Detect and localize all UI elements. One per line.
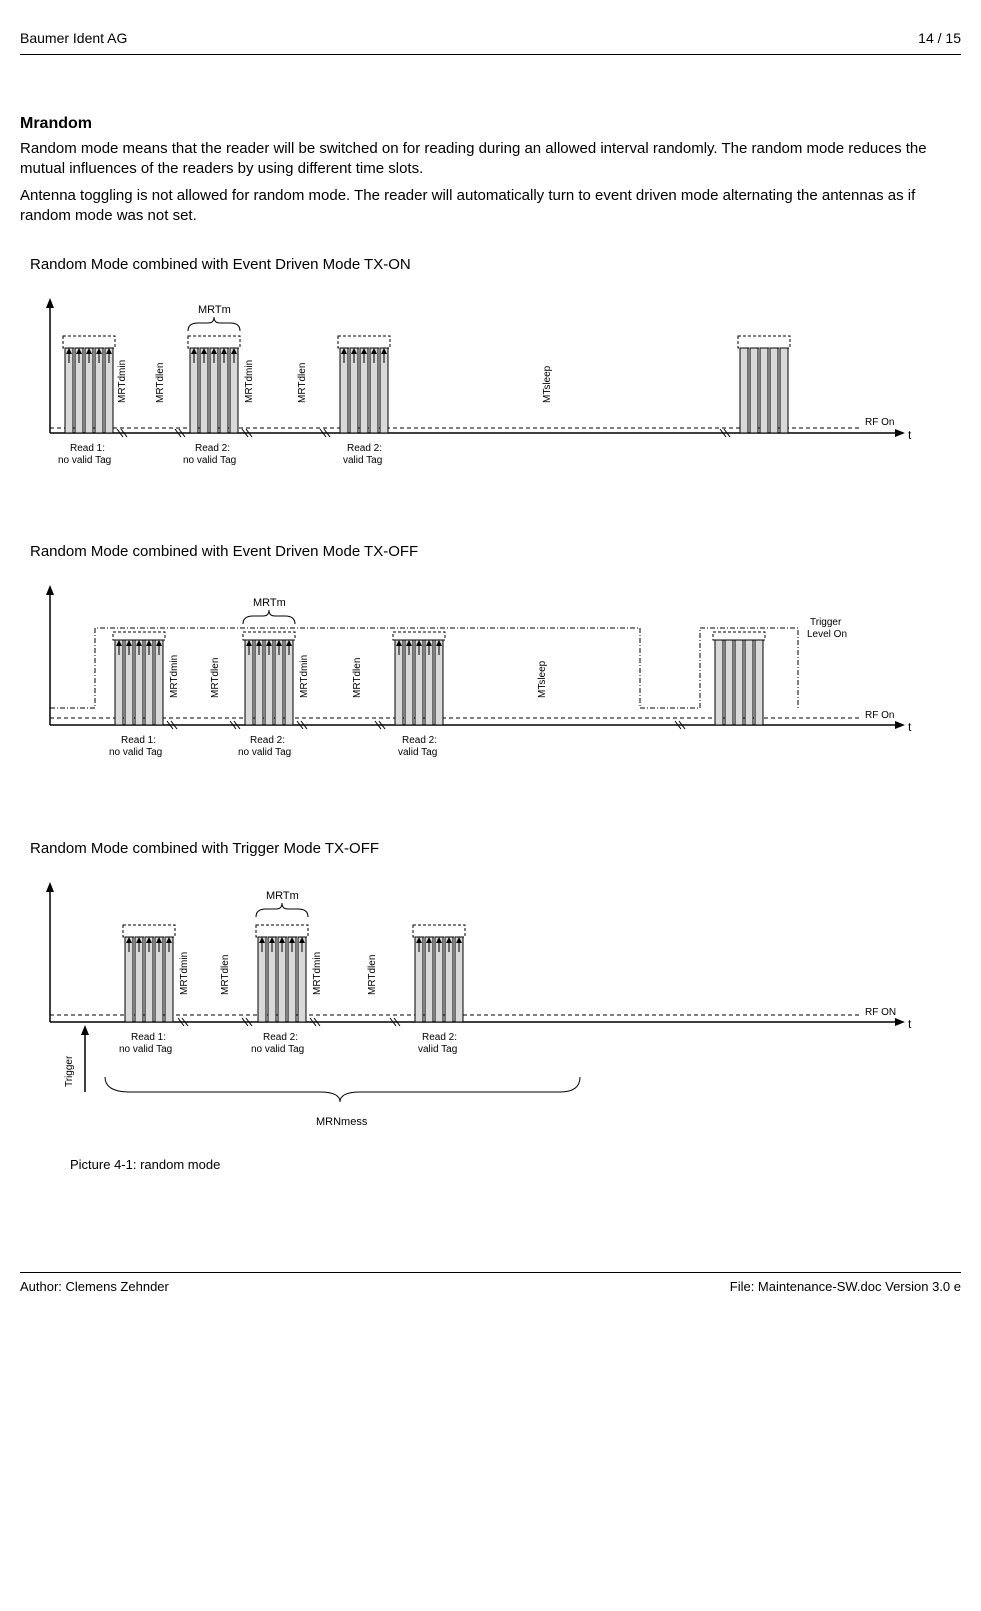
d3-mrtm: MRTm (266, 890, 299, 902)
d1-g4 (738, 336, 790, 433)
d2-mrtdmin1: MRTdmin (169, 655, 180, 698)
d1-g3 (338, 336, 390, 433)
d3-r3b: valid Tag (418, 1044, 457, 1055)
diagram-1: Random Mode combined with Event Driven M… (20, 256, 961, 483)
footer-right: File: Maintenance-SW.doc Version 3.0 e (730, 1279, 961, 1294)
d3-mrnmess: MRNmess (316, 1116, 368, 1128)
d3-t: t (908, 1017, 912, 1031)
d3-r1b: no valid Tag (119, 1044, 172, 1055)
d3-mrtdmin2: MRTdmin (312, 952, 323, 995)
d2-r1a: Read 1: (121, 735, 156, 746)
section-para2: Antenna toggling is not allowed for rand… (20, 186, 961, 227)
d1-mrtm: MRTm (198, 304, 231, 316)
diagram-3: Random Mode combined with Trigger Mode T… (20, 840, 961, 1172)
d2-trig1: Trigger (810, 617, 842, 628)
d2-r2a: Read 2: (250, 735, 285, 746)
d3-rfon: RF ON (865, 1007, 896, 1018)
d3-mrtdlen1: MRTdlen (220, 955, 231, 995)
d1-r3b: valid Tag (343, 455, 382, 466)
d1-mtsleep: MTsleep (542, 365, 553, 403)
diagram-2-title: Random Mode combined with Event Driven M… (30, 543, 961, 560)
d1-mrtdmin1: MRTdmin (117, 360, 128, 403)
d1-mrtdlen2: MRTdlen (297, 363, 308, 403)
d1-g2 (188, 336, 240, 433)
section-para1: Random mode means that the reader will b… (20, 139, 961, 180)
d1-r2b: no valid Tag (183, 455, 236, 466)
d1-r3a: Read 2: (347, 443, 382, 454)
diagram-2: Random Mode combined with Event Driven M… (20, 543, 961, 780)
d2-r2b: no valid Tag (238, 747, 291, 758)
d2-r3a: Read 2: (402, 735, 437, 746)
d3-mrtdmin1: MRTdmin (179, 952, 190, 995)
rf-on-label: RF On (865, 417, 894, 428)
d2-mrtdmin2: MRTdmin (299, 655, 310, 698)
d1-mrtdlen1: MRTdlen (155, 363, 166, 403)
d3-r2a: Read 2: (263, 1032, 298, 1043)
d2-trig2: Level On (807, 629, 847, 640)
d1-r1b: no valid Tag (58, 455, 111, 466)
d3-r3a: Read 2: (422, 1032, 457, 1043)
diagram-1-title: Random Mode combined with Event Driven M… (30, 256, 961, 273)
d2-rfon: RF On (865, 710, 894, 721)
page-footer: Author: Clemens Zehnder File: Maintenanc… (20, 1272, 961, 1294)
diagram-1-svg: t RF On (20, 283, 940, 483)
d2-mrtm: MRTm (253, 597, 286, 609)
section: Mrandom Random mode means that the reade… (20, 115, 961, 226)
d1-r2a: Read 2: (195, 443, 230, 454)
d2-mtsleep: MTsleep (537, 660, 548, 698)
d3-trigger: Trigger (64, 1055, 75, 1087)
d2-t: t (908, 720, 912, 734)
d2-r1b: no valid Tag (109, 747, 162, 758)
footer-left: Author: Clemens Zehnder (20, 1279, 169, 1294)
d3-mrtdlen2: MRTdlen (367, 955, 378, 995)
diagram-3-title: Random Mode combined with Trigger Mode T… (30, 840, 961, 857)
d2-mrtdlen2: MRTdlen (352, 658, 363, 698)
header-right: 14 / 15 (918, 30, 961, 46)
d1-g1 (63, 336, 115, 433)
diagram-3-svg: t RF ON MRTdmin MR (20, 867, 940, 1147)
picture-caption: Picture 4-1: random mode (70, 1157, 961, 1172)
section-heading: Mrandom (20, 115, 961, 133)
diagram-2-svg: t RF On Trigger Level On (20, 570, 940, 780)
header-left: Baumer Ident AG (20, 30, 127, 46)
page-header: Baumer Ident AG 14 / 15 (20, 30, 961, 55)
d2-mrtdlen1: MRTdlen (210, 658, 221, 698)
d3-r2b: no valid Tag (251, 1044, 304, 1055)
d2-r3b: valid Tag (398, 747, 437, 758)
axis-t: t (908, 428, 912, 442)
d1-r1a: Read 1: (70, 443, 105, 454)
d3-r1a: Read 1: (131, 1032, 166, 1043)
d1-mrtdmin2: MRTdmin (244, 360, 255, 403)
